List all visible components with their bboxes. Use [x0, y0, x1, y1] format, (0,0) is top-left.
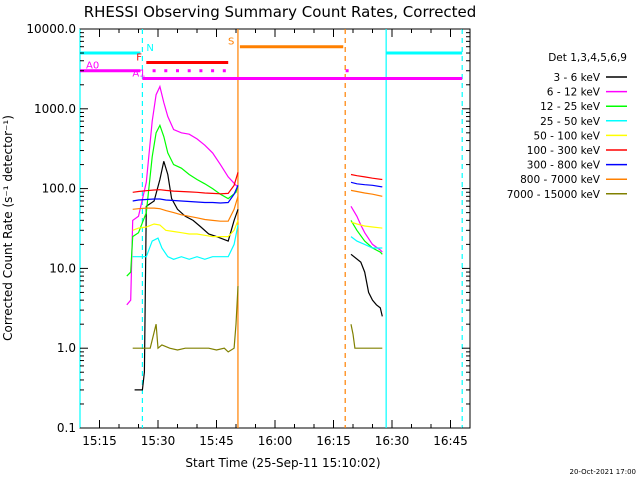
flag-dot-A0-4: [199, 69, 203, 73]
series-line-7-seg-1: [350, 189, 383, 197]
y-tick-label-5: 10000.0: [26, 22, 76, 36]
x-tick-label-4: 16:15: [316, 434, 351, 448]
y-axis-label: Corrected Count Rate (s⁻¹ detector⁻¹): [1, 115, 15, 341]
legend-label-3: 25 - 50 keV: [540, 116, 601, 128]
flag-dot-A0-5: [211, 69, 215, 73]
series-line-0-seg-0: [134, 161, 239, 391]
flag-dot-A0-7: [345, 69, 349, 73]
legend-label-0: 3 - 6 keV: [553, 72, 600, 84]
x-tick-label-5: 16:30: [375, 434, 410, 448]
flag-dot-A0-3: [187, 69, 191, 73]
series-line-6-seg-1: [350, 181, 383, 188]
series-line-5-seg-0: [132, 172, 239, 195]
x-tick-label-3: 16:00: [258, 434, 293, 448]
legend-label-4: 50 - 100 keV: [533, 130, 600, 142]
x-tick-label-2: 15:45: [199, 434, 234, 448]
flag-label-F: F: [136, 53, 142, 64]
x-axis-ticks: 15:15 15:30 15:45 16:00 16:15 16:30 16:45: [82, 29, 468, 448]
legend-label-7: 800 - 7000 keV: [520, 174, 601, 186]
series-line-4-seg-0: [132, 220, 239, 238]
y-tick-label-4: 1000.0: [34, 102, 76, 116]
legend-title: Det 1,3,4,5,6,9: [548, 52, 627, 64]
data-series: [126, 84, 383, 391]
footer-date: 20-Oct-2021 17:00: [570, 468, 636, 476]
legend-label-8: 7000 - 15000 keV: [507, 189, 601, 201]
legend-label-1: 6 - 12 keV: [547, 87, 601, 99]
y-tick-label-0: 0.1: [57, 421, 76, 435]
y-tick-label-2: 10.0: [49, 261, 76, 275]
status-flags: N S F A1 A0: [80, 37, 463, 80]
flag-label-A0: A0: [86, 61, 99, 72]
series-line-8-seg-1: [350, 324, 383, 349]
series-line-3-seg-1: [350, 236, 383, 249]
x-tick-label-6: 16:45: [433, 434, 468, 448]
series-line-8-seg-0: [132, 286, 239, 353]
series-line-1-seg-1: [350, 205, 383, 253]
series-line-1-seg-0: [126, 84, 239, 306]
series-line-5-seg-1: [350, 173, 383, 181]
vertical-markers: [79, 29, 463, 428]
flag-label-N: N: [146, 43, 153, 54]
x-tick-label-1: 15:30: [141, 434, 176, 448]
x-tick-label-0: 15:15: [82, 434, 117, 448]
y-tick-label-1: 1.0: [57, 341, 76, 355]
legend-label-2: 12 - 25 keV: [540, 101, 601, 113]
series-line-0-seg-1: [350, 253, 383, 317]
y-axis-ticks: 0.1 1.0 10.0 100.0 1000.0 10000.0: [26, 22, 470, 435]
series-line-2-seg-1: [350, 220, 383, 255]
x-axis-label: Start Time (25-Sep-11 15:10:02): [185, 456, 380, 470]
legend-label-6: 300 - 800 keV: [527, 160, 601, 172]
legend-label-5: 100 - 300 keV: [527, 145, 601, 157]
flag-label-S: S: [228, 37, 234, 48]
series-line-3-seg-0: [132, 224, 239, 260]
chart-title: RHESSI Observing Summary Count Rates, Co…: [84, 3, 477, 21]
flag-label-A1: A1: [132, 68, 145, 79]
series-line-7-seg-0: [132, 196, 239, 222]
y-tick-label-3: 100.0: [42, 182, 76, 196]
series-line-4-seg-1: [350, 221, 383, 229]
flag-dot-A0-0: [152, 69, 156, 73]
legend: Det 1,3,4,5,6,9 3 - 6 keV 6 - 12 keV 12 - …: [507, 52, 627, 201]
flag-dot-A0-6: [222, 69, 226, 73]
series-line-6-seg-0: [132, 185, 239, 204]
flag-dot-A0-1: [164, 69, 168, 73]
flag-dot-A0-2: [176, 69, 179, 73]
